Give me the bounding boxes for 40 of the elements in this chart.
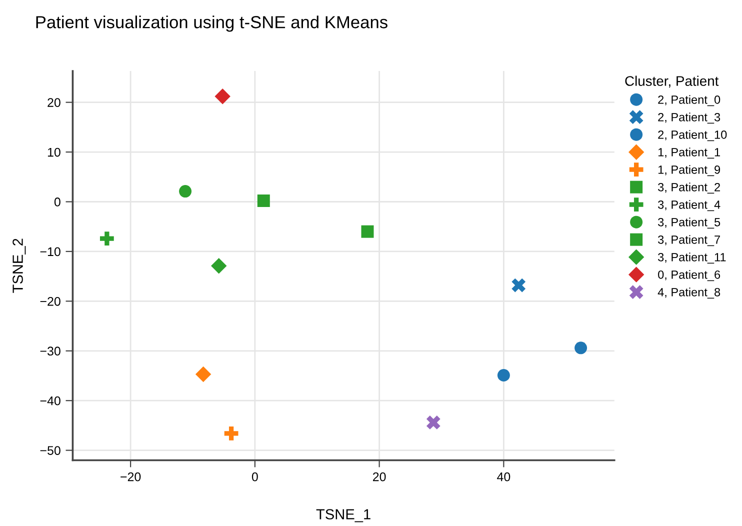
y-tick-label: 0 — [54, 198, 60, 206]
y-tick-label: −40 — [40, 396, 60, 406]
legend-label: 3, Patient_7 — [658, 235, 720, 246]
point — [179, 185, 192, 198]
legend-label: 2, Patient_3 — [658, 112, 720, 124]
y-tick-label: −10 — [40, 247, 60, 256]
x-tick-label: 20 — [372, 472, 386, 482]
point — [100, 232, 114, 246]
x-tick-label: 0 — [252, 472, 258, 482]
y-tick-label: −50 — [40, 446, 60, 455]
point — [211, 258, 227, 274]
legend-label: 4, Patient_8 — [658, 288, 720, 299]
legend-label: 1, Patient_1 — [658, 148, 720, 159]
legend-label: 2, Patient_10 — [658, 130, 727, 142]
point — [195, 366, 212, 382]
legend-label: 0, Patient_6 — [658, 270, 720, 282]
y-tick-label: −30 — [40, 346, 60, 356]
legend-label: 3, Patient_2 — [658, 182, 720, 194]
point — [257, 194, 270, 208]
point — [497, 368, 510, 382]
legend-label: 2, Patient_0 — [658, 95, 720, 106]
point — [224, 426, 238, 440]
x-axis-title: TSNE_1 — [316, 509, 370, 522]
point — [426, 416, 440, 430]
x-tick-label: −20 — [120, 472, 141, 482]
legend-label: 3, Patient_5 — [658, 218, 720, 229]
point — [361, 225, 374, 238]
point — [214, 88, 230, 104]
legend-label: 3, Patient_11 — [658, 252, 726, 264]
point — [512, 278, 526, 292]
point — [574, 342, 588, 354]
y-tick-label: −20 — [40, 296, 60, 306]
y-axis-title: TSNE_2 — [12, 238, 26, 293]
legend-label: 1, Patient_9 — [658, 165, 720, 176]
legend-label: 3, Patient_4 — [658, 200, 720, 212]
y-tick-label: 20 — [48, 98, 60, 107]
y-tick-label: 10 — [48, 148, 60, 157]
x-tick-label: 40 — [497, 472, 510, 482]
legend-title: Cluster, Patient — [625, 76, 719, 88]
chart-title: Patient visualization using t-SNE and KMeans — [36, 16, 388, 32]
